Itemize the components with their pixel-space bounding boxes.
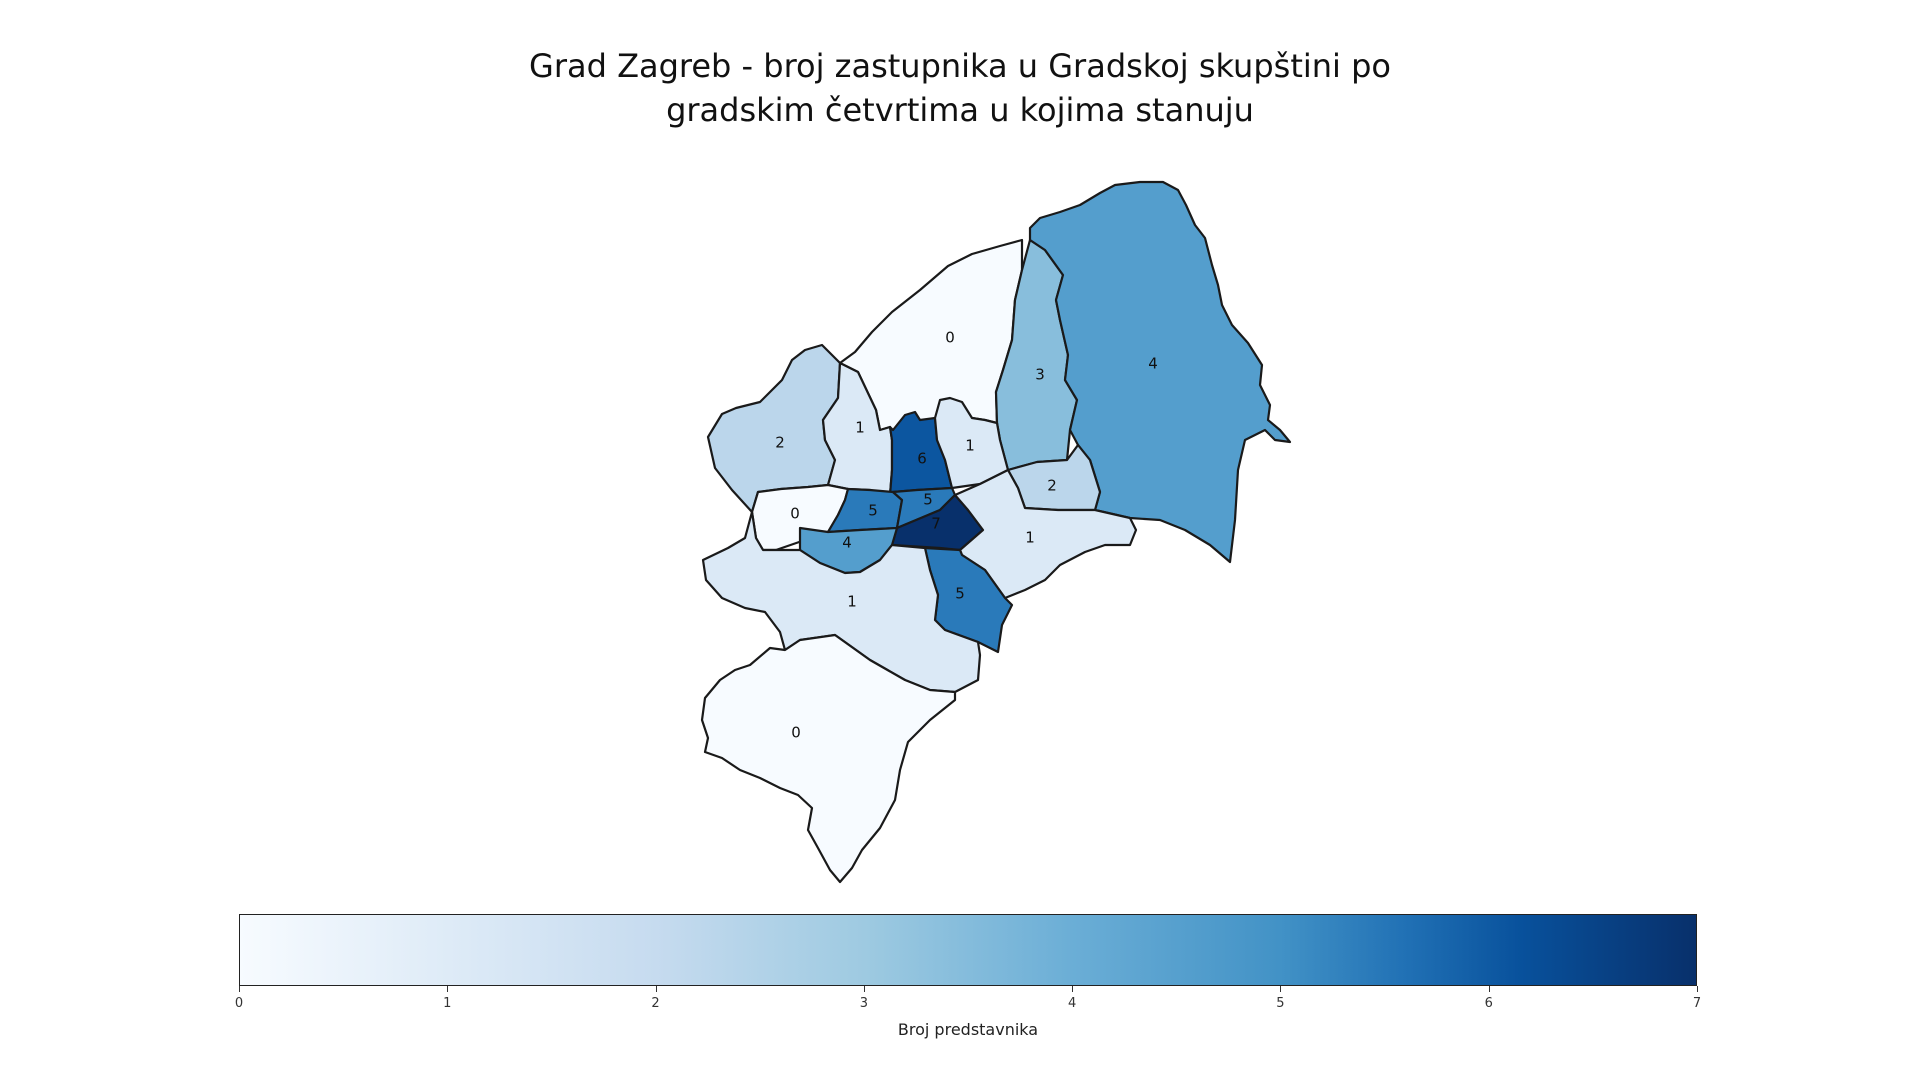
district-value-label: 5	[923, 491, 933, 509]
district-value-label: 0	[791, 724, 801, 742]
district-value-label: 6	[917, 450, 927, 468]
district-value-label: 1	[1025, 529, 1035, 547]
colorbar-tick-label: 5	[1276, 996, 1285, 1011]
colorbar-tick-label: 6	[1484, 996, 1493, 1011]
colorbar-tick-label: 3	[859, 996, 868, 1011]
district-value-label: 5	[868, 502, 878, 520]
district-south	[700, 633, 957, 884]
colorbar-tick	[1488, 986, 1490, 992]
colorbar-tick	[1072, 986, 1074, 992]
colorbar-tick	[1697, 986, 1698, 992]
title-line-1: Grad Zagreb - broj zastupnika u Gradskoj…	[529, 47, 1391, 85]
district-east-large	[1028, 180, 1292, 564]
colorbar	[239, 914, 1697, 986]
district-value-label: 5	[955, 585, 965, 603]
colorbar-tick-label: 0	[234, 996, 244, 1011]
colorbar-label: Broj predstavnika	[897, 1020, 1039, 1039]
colorbar-tick	[447, 986, 449, 992]
district-value-label: 1	[855, 419, 865, 437]
colorbar-tick	[863, 986, 865, 992]
colorbar-tick	[1280, 986, 1282, 992]
colorbar-tick	[239, 986, 240, 992]
district-value-label: 0	[790, 505, 800, 523]
district-value-label: 3	[1035, 366, 1045, 384]
district-value-label: 1	[847, 593, 857, 611]
colorbar-tick-label: 7	[1692, 996, 1702, 1011]
district-value-label: 1	[965, 437, 975, 455]
district-southwest	[701, 510, 982, 694]
district-value-label: 0	[945, 329, 955, 347]
district-value-label: 7	[931, 515, 941, 533]
district-center-northeast	[933, 396, 1010, 490]
colorbar-tick-label: 2	[651, 996, 660, 1011]
district-value-label: 2	[1047, 477, 1057, 495]
colorbar-tick-label: 1	[443, 996, 452, 1011]
district-value-label: 2	[775, 434, 785, 452]
district-value-label: 4	[1148, 355, 1158, 373]
colorbar-tick	[655, 986, 657, 992]
title-line-2: gradskim četvrtima u kojima stanuju	[666, 91, 1254, 129]
map-title: Grad Zagreb - broj zastupnika u Gradskoj…	[0, 44, 1920, 132]
colorbar-tick-label: 4	[1068, 996, 1077, 1011]
district-value-label: 4	[842, 534, 852, 552]
